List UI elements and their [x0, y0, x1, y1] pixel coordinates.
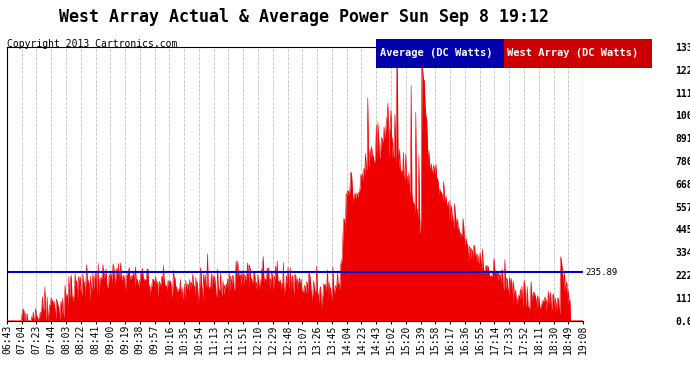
Text: Copyright 2013 Cartronics.com: Copyright 2013 Cartronics.com: [7, 39, 177, 50]
Text: Average (DC Watts): Average (DC Watts): [380, 48, 492, 58]
Text: West Array (DC Watts): West Array (DC Watts): [507, 48, 638, 58]
Text: West Array Actual & Average Power Sun Sep 8 19:12: West Array Actual & Average Power Sun Se…: [59, 8, 549, 26]
Text: 235.89: 235.89: [585, 268, 617, 277]
Text: 235.89: 235.89: [0, 268, 1, 277]
